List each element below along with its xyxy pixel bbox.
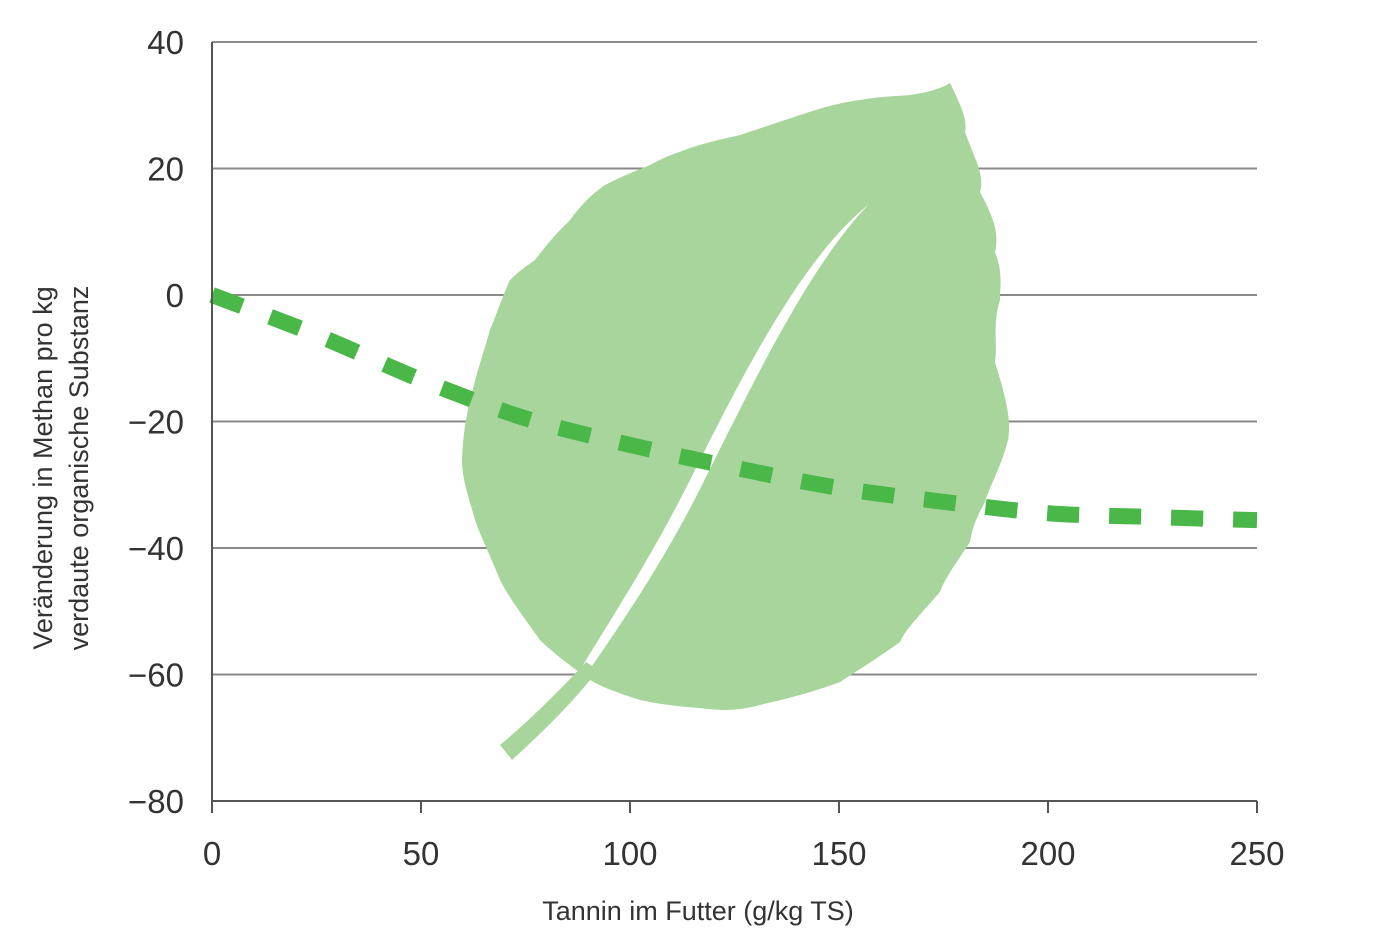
y-tick-label: −20: [128, 404, 184, 441]
y-tick-label: −40: [128, 530, 184, 567]
x-tick-label: 0: [203, 835, 221, 872]
series-line: [209, 287, 1258, 529]
y-axis-label-line2: verdaute organische Substanz: [64, 286, 94, 651]
x-tick-label: 150: [811, 835, 866, 872]
y-tick-label: 20: [147, 151, 184, 188]
y-tick-label: −80: [128, 783, 184, 820]
x-tick-label: 50: [403, 835, 440, 872]
x-tick-label: 200: [1020, 835, 1075, 872]
x-axis-label: Tannin im Futter (g/kg TS): [542, 896, 854, 926]
x-tick-label: 100: [602, 835, 657, 872]
y-tick-label: 0: [166, 277, 184, 314]
series-layer: [209, 287, 1258, 529]
y-axis-label-line1: Veränderung in Methan pro kg: [28, 286, 58, 649]
x-tick-label: 250: [1229, 835, 1284, 872]
leaf-icon: [462, 83, 1010, 760]
y-tick-label: 40: [147, 24, 184, 61]
y-tick-label: −60: [128, 657, 184, 694]
